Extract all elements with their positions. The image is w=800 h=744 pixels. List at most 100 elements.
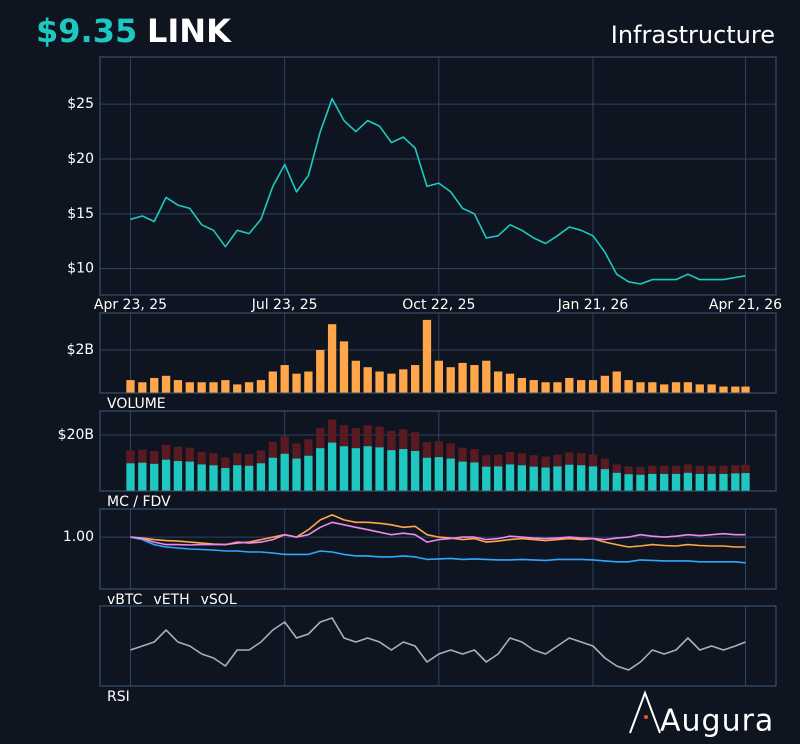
bar — [671, 473, 681, 491]
line — [130, 97, 746, 285]
bar — [565, 464, 574, 491]
bar — [126, 380, 135, 393]
bar — [150, 463, 159, 491]
bar — [719, 473, 728, 491]
legend-label: vBTC — [107, 592, 143, 608]
bar — [719, 386, 728, 393]
legend-label: vETH — [153, 592, 189, 608]
bar — [660, 473, 669, 491]
y-tick-label: $25 — [67, 96, 94, 112]
bar — [316, 349, 325, 393]
line — [130, 536, 746, 564]
bar — [493, 371, 503, 393]
bar — [671, 382, 681, 393]
bar — [256, 463, 266, 491]
bar — [161, 459, 171, 491]
y-tick-label: $10 — [67, 261, 94, 277]
bar — [529, 380, 538, 393]
bar — [707, 384, 716, 393]
bar — [458, 461, 467, 491]
bar — [327, 442, 337, 491]
bar — [304, 455, 313, 491]
bar — [517, 465, 527, 491]
bar — [197, 382, 206, 393]
bar — [304, 371, 313, 393]
bar — [197, 464, 206, 491]
y-tick-label: $15 — [67, 206, 94, 222]
panel-frame — [99, 56, 777, 296]
bar — [233, 384, 242, 393]
bar — [268, 457, 277, 491]
bar — [707, 473, 716, 491]
bar — [577, 380, 586, 393]
bar — [612, 472, 621, 491]
logo-dot — [644, 715, 648, 719]
bar — [351, 448, 360, 491]
bar — [185, 461, 194, 491]
bar — [636, 474, 645, 491]
y-tick-label: 1.00 — [63, 529, 94, 545]
bar — [221, 468, 230, 491]
bar — [126, 463, 135, 491]
bar — [173, 380, 183, 393]
bar — [458, 362, 467, 393]
bar — [434, 360, 443, 393]
bar — [150, 377, 159, 393]
panel-frame — [99, 605, 777, 687]
bar — [541, 467, 550, 491]
y-tick-label: $20B — [58, 427, 94, 443]
y-tick-label: $2B — [67, 342, 94, 358]
sector: Infrastructure — [611, 21, 775, 49]
bar — [600, 469, 610, 491]
bar — [292, 458, 301, 491]
bar — [161, 375, 171, 393]
bar — [233, 465, 242, 491]
bar — [339, 341, 349, 393]
bar — [256, 380, 266, 393]
bar — [446, 367, 455, 393]
bar — [375, 447, 384, 491]
line — [130, 617, 746, 671]
bar — [422, 319, 432, 393]
bar — [280, 365, 289, 393]
bar — [695, 473, 704, 491]
bar — [482, 466, 491, 491]
bar — [505, 464, 515, 491]
bar — [529, 466, 538, 491]
bar — [541, 382, 550, 393]
panel-frame — [99, 312, 777, 394]
panel-label: MC / FDV — [107, 494, 171, 510]
y-tick-label: $20 — [67, 151, 94, 167]
bar — [138, 382, 147, 393]
bar — [505, 373, 515, 393]
logo-mark — [629, 690, 661, 734]
bar — [648, 382, 657, 393]
legend-label: vSOL — [201, 592, 237, 608]
bar — [185, 382, 194, 393]
panel-label: VOLUME — [107, 396, 166, 412]
bar — [517, 377, 527, 393]
bar — [399, 369, 408, 393]
bar — [351, 360, 360, 393]
bar — [731, 473, 740, 491]
bar — [363, 446, 372, 491]
bar — [482, 360, 491, 393]
bar — [624, 380, 633, 393]
bar — [683, 382, 693, 393]
bar — [660, 384, 669, 393]
bar — [648, 473, 657, 491]
bar — [221, 380, 230, 393]
bar — [470, 365, 479, 393]
x-tick-label: Oct 22, 25 — [402, 297, 475, 313]
bar — [731, 386, 740, 393]
bar — [363, 367, 372, 393]
bar — [741, 473, 750, 491]
bar — [410, 451, 420, 491]
bar — [316, 448, 325, 491]
bar — [422, 457, 432, 491]
bar — [387, 373, 396, 393]
bar — [588, 466, 598, 491]
bar — [612, 371, 621, 393]
panel-frame — [99, 410, 777, 492]
